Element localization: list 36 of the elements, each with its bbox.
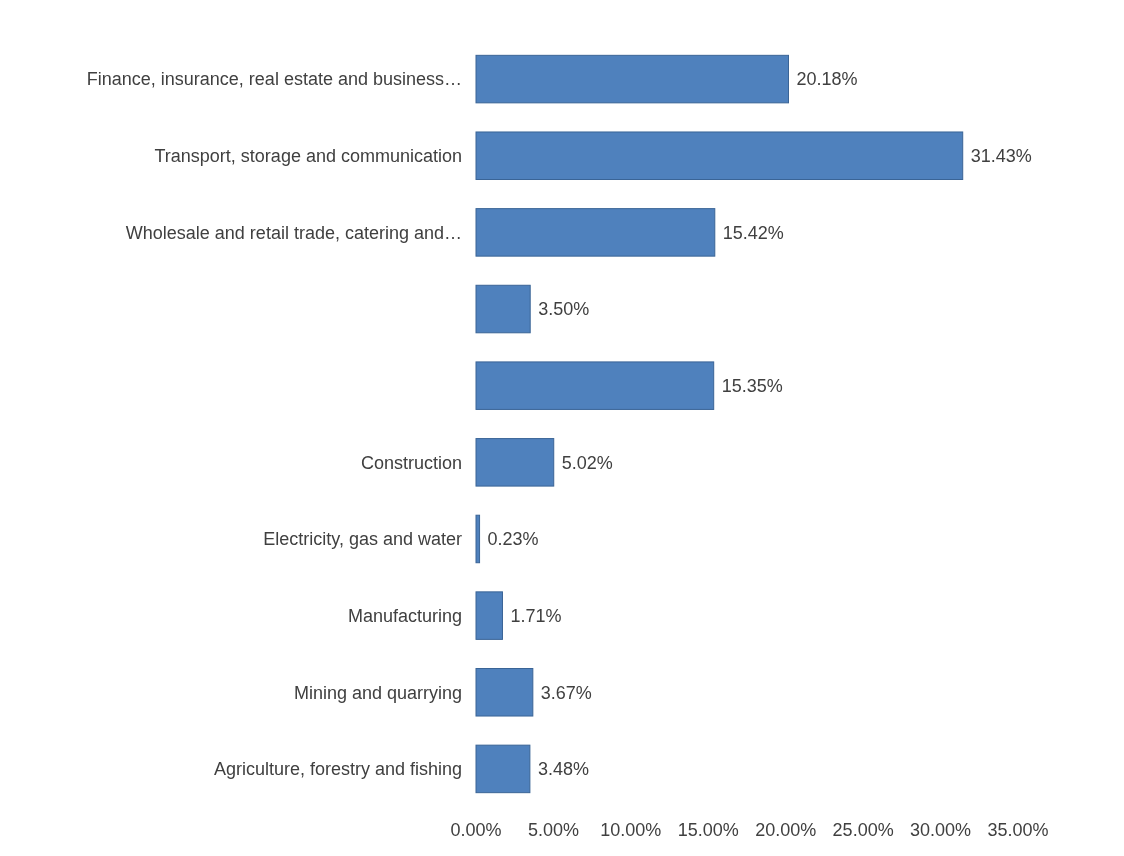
bar <box>475 744 531 794</box>
bar <box>475 54 789 104</box>
x-tick-label: 0.00% <box>450 820 502 840</box>
data-label: 3.48% <box>537 759 589 780</box>
y-tick-label: Construction <box>360 452 462 473</box>
y-tick-label: Mining and quarrying <box>293 682 462 703</box>
y-tick-label: Finance, insurance, real estate and business… <box>86 69 462 90</box>
data-label: 3.50% <box>538 299 590 320</box>
y-tick-label: Agriculture, forestry and fishing <box>213 759 462 780</box>
data-label: 15.35% <box>721 375 783 396</box>
x-tick-label: 25.00% <box>832 820 894 840</box>
x-tick-label: 5.00% <box>527 820 579 840</box>
x-tick-label: 30.00% <box>910 820 972 840</box>
data-label: 15.42% <box>722 222 784 243</box>
y-tick-label: Electricity, gas and water <box>263 529 462 550</box>
data-label: 5.02% <box>561 452 613 473</box>
data-label: 31.43% <box>970 146 1032 167</box>
x-tick-label: 10.00% <box>600 820 662 840</box>
bar <box>475 514 481 564</box>
x-tick-label: 20.00% <box>755 820 817 840</box>
bar <box>475 438 555 487</box>
y-tick-label: Transport, storage and communication <box>154 146 462 167</box>
data-label: 20.18% <box>796 69 858 90</box>
data-label: 3.67% <box>540 682 592 703</box>
bar <box>475 208 716 257</box>
bar <box>475 361 715 410</box>
bar <box>475 284 531 334</box>
bar <box>475 131 964 180</box>
data-label: 1.71% <box>510 605 562 626</box>
bar <box>475 591 503 640</box>
x-tick-label: 35.00% <box>987 820 1049 840</box>
bar <box>475 668 534 717</box>
y-tick-label: Manufacturing <box>347 605 462 626</box>
x-tick-label: 15.00% <box>677 820 739 840</box>
y-tick-label: Wholesale and retail trade, catering and… <box>125 222 462 243</box>
data-label: 0.23% <box>487 529 539 550</box>
